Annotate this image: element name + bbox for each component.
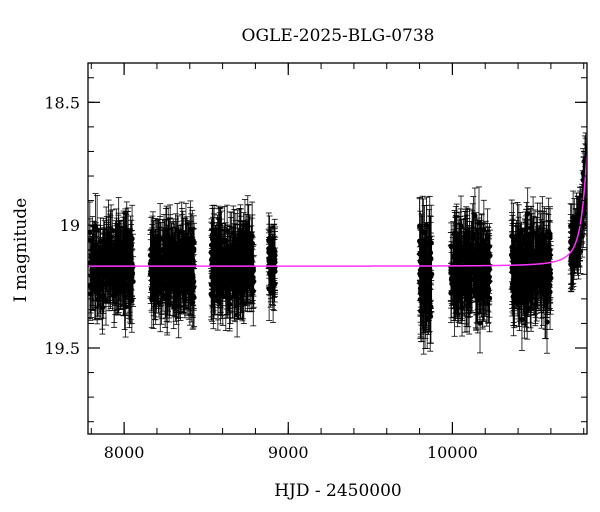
data-point xyxy=(157,300,163,306)
data-point xyxy=(420,240,426,246)
data-point xyxy=(170,256,176,262)
data-point xyxy=(161,271,167,278)
data-point xyxy=(233,251,239,257)
data-point xyxy=(218,250,224,256)
data-point xyxy=(209,293,215,299)
data-point xyxy=(151,238,157,244)
data-point xyxy=(171,304,177,310)
data-point xyxy=(118,250,124,256)
data-point xyxy=(272,252,278,258)
data-point xyxy=(88,283,94,289)
data-point xyxy=(423,274,429,281)
data-point xyxy=(171,277,177,284)
data-point xyxy=(186,270,192,277)
data-point xyxy=(157,248,163,254)
chart-title: OGLE-2025-BLG-0738 xyxy=(242,26,435,46)
data-point xyxy=(189,266,195,272)
data-point xyxy=(220,294,226,300)
data-point xyxy=(152,250,158,256)
data-point xyxy=(91,272,97,278)
season-1 xyxy=(88,193,137,338)
data-point xyxy=(104,254,110,260)
data-point xyxy=(151,283,158,289)
data-point xyxy=(418,308,424,314)
data-point xyxy=(227,294,233,300)
data-point xyxy=(249,233,255,239)
data-point xyxy=(165,239,171,245)
data-point xyxy=(188,284,194,291)
data-point xyxy=(177,251,183,257)
data-point xyxy=(128,242,135,248)
data-point xyxy=(165,280,171,286)
data-point xyxy=(214,243,221,249)
data-point xyxy=(243,240,249,247)
data-point xyxy=(215,268,221,275)
data-point xyxy=(417,223,423,229)
season-5 xyxy=(416,195,435,355)
data-point xyxy=(127,267,134,273)
data-point xyxy=(147,271,154,277)
data-point xyxy=(268,269,274,275)
data-point xyxy=(209,255,215,261)
data-point xyxy=(160,256,166,262)
data-point xyxy=(248,260,254,266)
data-point xyxy=(230,230,236,236)
plot-content xyxy=(88,132,587,355)
data-point xyxy=(427,271,433,277)
data-point xyxy=(119,266,125,272)
data-point xyxy=(224,272,230,278)
season-6 xyxy=(447,186,493,354)
data-point xyxy=(89,267,95,273)
season-2 xyxy=(147,200,198,339)
data-point xyxy=(88,229,93,235)
data-point xyxy=(103,259,109,266)
data-point xyxy=(267,260,273,266)
data-point xyxy=(163,286,169,292)
data-point xyxy=(98,283,104,289)
data-point xyxy=(122,255,128,261)
data-point xyxy=(239,287,245,294)
data-point xyxy=(230,257,236,264)
data-point xyxy=(190,293,196,299)
data-point xyxy=(225,257,231,263)
data-point xyxy=(424,316,430,322)
data-point xyxy=(113,271,120,277)
data-point xyxy=(153,275,159,281)
season-4 xyxy=(265,212,279,323)
data-point xyxy=(234,281,240,287)
data-point xyxy=(427,250,434,256)
data-point xyxy=(485,268,492,274)
data-point xyxy=(166,246,172,252)
data-point xyxy=(452,235,459,241)
data-point xyxy=(94,227,100,233)
data-point xyxy=(213,252,219,258)
